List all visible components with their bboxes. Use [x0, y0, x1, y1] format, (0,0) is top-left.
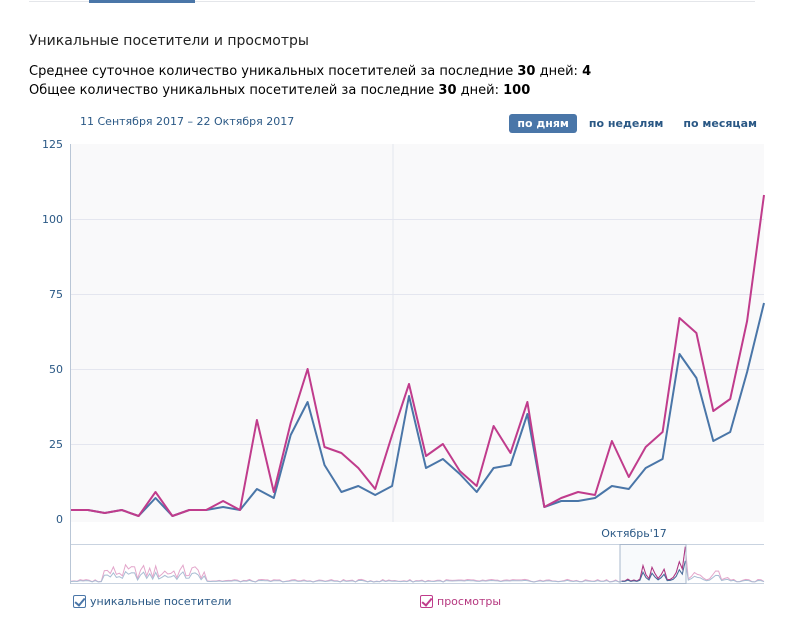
avg-daily-visitors-stat: Среднее суточное количество уникальных п…	[29, 64, 591, 79]
stat-days: 30	[517, 64, 536, 79]
legend-visitors-toggle[interactable]: уникальные посетители	[73, 595, 232, 608]
date-range: 11 Сентября 2017 – 22 Октября 2017	[80, 115, 295, 128]
line-chart: 0 25 50 75 100 125 Октябрь'17	[0, 130, 793, 590]
tabs-divider	[29, 1, 755, 2]
navigator-selected-views	[621, 546, 686, 582]
stat-value: 100	[503, 83, 531, 98]
stat-value: 4	[582, 64, 592, 79]
y-tick-label: 100	[42, 213, 63, 226]
navigator-label-band	[71, 522, 764, 544]
y-tick-label: 25	[49, 438, 63, 451]
stat-days: 30	[438, 83, 457, 98]
stat-label: дней:	[456, 83, 504, 98]
legend-label: уникальные посетители	[90, 595, 232, 608]
period-days-button[interactable]: по дням	[509, 114, 577, 133]
active-tab-indicator[interactable]	[89, 0, 195, 3]
stat-label: Общее количество уникальных посетителей …	[29, 83, 439, 98]
total-visitors-stat: Общее количество уникальных посетителей …	[29, 83, 530, 98]
navigator-month-label: Октябрь'17	[601, 527, 667, 540]
stat-label: дней:	[535, 64, 583, 79]
y-tick-label: 0	[56, 513, 63, 526]
period-weeks-button[interactable]: по неделям	[588, 117, 664, 130]
navigator-selected-visitors	[621, 560, 686, 582]
chart-canvas: 0 25 50 75 100 125 Октябрь'17	[42, 138, 765, 584]
y-axis-ticks: 0 25 50 75 100 125	[42, 138, 63, 526]
checkbox-checked-icon[interactable]	[420, 595, 433, 608]
period-selector: по дням по неделям по месяцам	[509, 114, 765, 133]
views-line	[71, 194, 765, 517]
section-title: Уникальные посетители и просмотры	[29, 33, 309, 49]
stat-label: Среднее суточное количество уникальных п…	[29, 64, 518, 79]
y-tick-label: 75	[49, 288, 63, 301]
y-tick-label: 125	[42, 138, 63, 151]
checkbox-checked-icon[interactable]	[73, 595, 86, 608]
legend-views-toggle[interactable]: просмотры	[420, 595, 501, 608]
y-tick-label: 50	[49, 363, 63, 376]
period-months-button[interactable]: по месяцам	[683, 117, 757, 130]
navigator-selection-window[interactable]	[619, 544, 687, 584]
legend-label: просмотры	[437, 595, 502, 608]
plot-area	[71, 144, 764, 522]
